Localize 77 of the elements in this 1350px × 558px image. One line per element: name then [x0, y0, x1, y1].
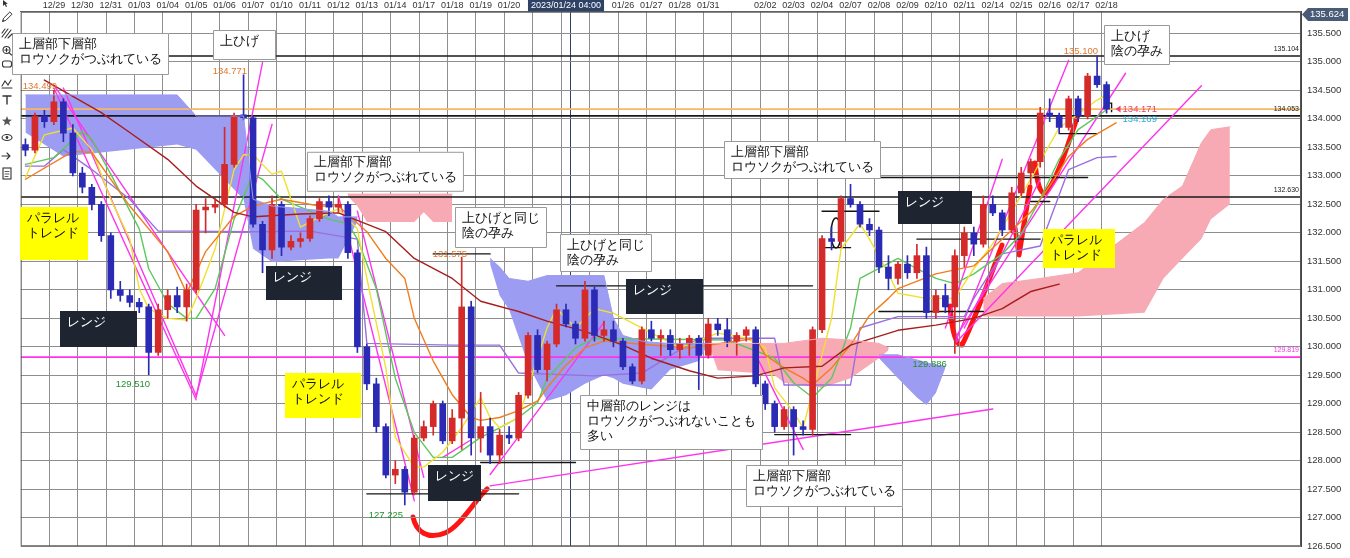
annotation: レンジ: [905, 193, 944, 209]
text: 135.624: [1310, 8, 1345, 20]
annotation: 上層部下層部ロウソクがつぶれている: [731, 143, 874, 174]
x-tick-label: 01/07: [241, 0, 265, 10]
x-tick-label: 02/15: [1009, 0, 1033, 10]
x-tick-label: 01/18: [440, 0, 464, 10]
x-tick-label: 12/31: [99, 0, 123, 10]
y-tick-label: 128.500: [1307, 425, 1342, 437]
annotation: 上層部下層部ロウソクがつぶれている: [19, 35, 162, 66]
y-tick-label: 131.000: [1307, 283, 1342, 295]
y-tick-label: 130.000: [1307, 340, 1342, 352]
annotation: 上層部下層部ロウソクがつぶれている: [753, 467, 896, 498]
x-tick-label: 01/26: [611, 0, 635, 10]
x-tick-label: 01/03: [127, 0, 151, 10]
annotation: パラレルトレンド: [291, 375, 344, 406]
annotation: 上ひげと同じ陰の孕み: [462, 209, 540, 240]
annotation: 上層部下層部ロウソクがつぶれている: [313, 154, 457, 185]
annotation: 上ひげ: [220, 32, 260, 48]
annotation: 134.771: [212, 64, 247, 76]
x-tick-label: 01/06: [213, 0, 236, 10]
annotation: 129.886: [912, 357, 947, 369]
annotation: 上ひげと同じ陰の孕み: [567, 236, 645, 267]
x-tick-label: 01/20: [497, 0, 521, 10]
annotation: 129.510: [115, 377, 150, 389]
y-tick-label: 131.500: [1307, 254, 1342, 266]
x-tick-label: 02/07: [839, 0, 862, 10]
x-tick-label: 02/11: [953, 0, 976, 10]
x-tick-label: 2023/01/24 04:00: [530, 0, 602, 10]
y-tick-label: 134.000: [1307, 112, 1342, 124]
x-tick-label: 02/18: [1095, 0, 1118, 10]
y-tick-label: 135.500: [1307, 26, 1342, 38]
x-tick-label: 12/29: [42, 0, 66, 10]
y-tick-label: 132.500: [1307, 197, 1342, 209]
x-tick-label: 02/02: [753, 0, 777, 10]
y-tick-label: 127.000: [1307, 511, 1342, 523]
y-tick-label: 128.000: [1307, 454, 1342, 466]
x-tick-label: 01/19: [469, 0, 492, 10]
x-tick-label: 01/17: [412, 0, 436, 10]
x-tick-label: 01/28: [668, 0, 692, 10]
y-tick-label: 126.500: [1307, 539, 1342, 551]
x-tick-label: 02/09: [896, 0, 919, 10]
x-tick-label: 01/10: [270, 0, 293, 10]
annotation: レンジ: [273, 268, 312, 284]
x-tick-label: 01/11: [299, 0, 321, 10]
y-tick-label: 132.000: [1307, 226, 1342, 238]
x-tick-label: 02/14: [981, 0, 1005, 10]
annotation: レンジ: [67, 313, 106, 329]
annotation: レンジ: [633, 281, 672, 297]
annotation: パラレルトレンド: [26, 209, 79, 240]
x-tick-label: 02/04: [810, 0, 834, 10]
x-tick-label: 01/04: [156, 0, 179, 10]
x-tick-label: 01/14: [384, 0, 407, 10]
y-tick-label: 135.000: [1307, 55, 1342, 67]
y-tick-label: 127.500: [1307, 482, 1342, 494]
x-tick-label: 01/13: [355, 0, 379, 10]
annotation: 上ひげ陰の孕み: [1111, 27, 1163, 58]
x-tick-label: 12/30: [71, 0, 94, 10]
y-tick-label: 134.500: [1307, 83, 1342, 95]
x-tick-label: 01/12: [327, 0, 350, 10]
x-tick-label: 01/27: [640, 0, 663, 10]
x-tick-label: 01/05: [184, 0, 208, 10]
annotation: パラレルトレンド: [1049, 231, 1102, 262]
y-tick-label: 129.500: [1307, 368, 1342, 380]
annotation: レンジ: [435, 467, 474, 483]
x-tick-label: 02/08: [867, 0, 891, 10]
x-tick-label: 02/16: [1038, 0, 1061, 10]
annotation: 135.100: [1063, 44, 1098, 56]
y-tick-label: 133.500: [1307, 140, 1342, 152]
y-tick-label: 129.000: [1307, 397, 1342, 409]
x-tick-label: 02/10: [924, 0, 948, 10]
y-tick-label: 130.500: [1307, 311, 1342, 323]
x-tick-label: 02/17: [1066, 0, 1090, 10]
x-tick-label: 02/03: [782, 0, 805, 10]
x-tick-label: 01/31: [697, 0, 720, 10]
y-tick-label: 133.000: [1307, 169, 1342, 181]
annotation: 127.225: [368, 508, 403, 520]
annotation: 中層部のレンジはロウソクがつぶれないことも多い: [587, 397, 756, 443]
